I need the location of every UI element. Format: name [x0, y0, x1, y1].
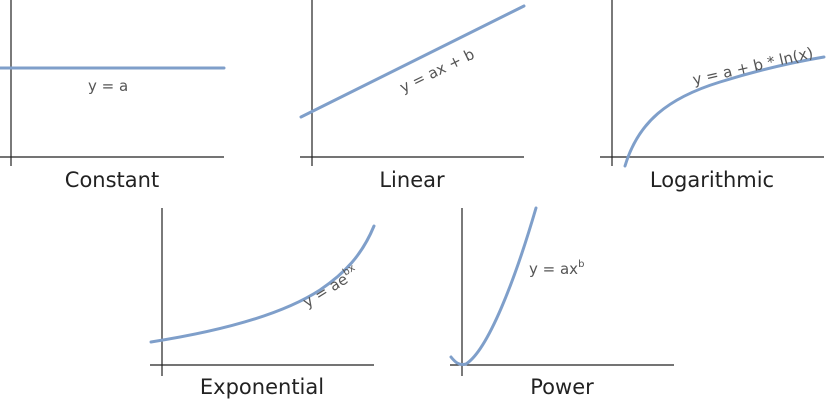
panel-constant: y = a Constant [0, 0, 226, 192]
panel-exponential: y = aebx Exponential [149, 208, 376, 399]
exponential-title: Exponential [200, 375, 324, 399]
logarithmic-formula: y = a + b * ln(x) [691, 44, 815, 89]
panel-logarithmic: y = a + b * ln(x) Logarithmic [600, 0, 826, 192]
exponential-curve [149, 224, 376, 344]
logarithmic-title: Logarithmic [650, 168, 774, 192]
exponential-formula: y = aebx [299, 263, 361, 312]
power-curve [449, 206, 538, 366]
linear-formula: y = ax + b [397, 45, 477, 97]
constant-title: Constant [65, 168, 159, 192]
logarithmic-curve [623, 55, 826, 168]
power-formula-exponent: b [578, 259, 584, 270]
panel-linear: y = ax + b Linear [299, 0, 526, 192]
constant-formula: y = a [88, 77, 128, 95]
linear-curve [299, 4, 526, 119]
panel-power: y = axb Power [449, 206, 674, 399]
power-title: Power [530, 375, 594, 399]
linear-title: Linear [379, 168, 445, 192]
power-formula: y = axb [529, 259, 584, 278]
